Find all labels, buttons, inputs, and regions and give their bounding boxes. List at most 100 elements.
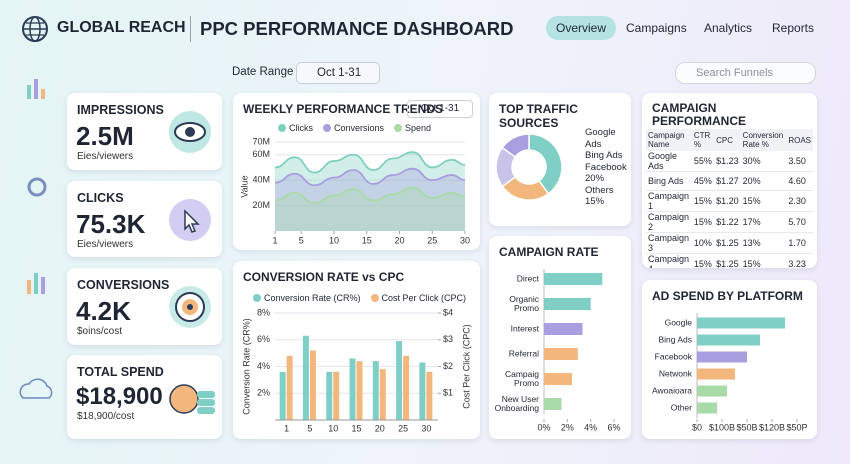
bar (286, 355, 293, 420)
sidebar-icons (19, 79, 53, 399)
table-row: Bing Ads 45% $1.27 20% 4.60 (646, 171, 813, 191)
legend-item: Spend (394, 123, 431, 133)
x-tick-label: $120B (759, 422, 785, 432)
legend-item: Conversion Rate (CR%) (253, 293, 361, 303)
legend-swatch (323, 124, 331, 132)
bar (419, 362, 426, 420)
legend-item: Clicks (278, 123, 313, 133)
table-cell: 15% (691, 190, 715, 212)
table-cell: 55% (691, 151, 715, 172)
bar (356, 361, 363, 420)
y-tick-label: 4% (257, 361, 270, 371)
bar (697, 402, 717, 414)
legend-label: Conversion Rate (CR%) (264, 293, 361, 303)
divider (190, 16, 191, 42)
bar (544, 323, 583, 335)
chart-card: 0% 2% 4% 6% CAMPAIGN RATE Direct Organic Pro… (489, 236, 631, 439)
x-tick-label: $50P (786, 422, 807, 432)
bar (544, 348, 578, 360)
kpi-icon (169, 111, 211, 153)
y-tick-label: $1 (443, 388, 453, 398)
y-tick-label: 20M (252, 200, 270, 210)
bar (372, 361, 379, 420)
date-select[interactable]: Oct 1-31 (296, 62, 380, 84)
kpi-icon (169, 199, 211, 241)
chart-title: TOP TRAFFIC SOURCES (499, 102, 578, 130)
axis-label: Value (239, 175, 249, 197)
category-label: Other (670, 402, 692, 413)
x-tick-label: 4% (584, 422, 597, 432)
legend-label: Spend (405, 123, 432, 133)
category-label: Interest (510, 323, 539, 334)
nav-tab[interactable]: Overview (546, 16, 617, 40)
kpi-icon (169, 286, 211, 328)
x-tick-label: 20 (375, 423, 385, 433)
area (275, 187, 465, 231)
kpi-card: CONVERSIONS 4.2K $oins/cost (67, 268, 222, 345)
chart-card: TOP TRAFFIC SOURCES Google Ads Bing Ads Fa… (489, 93, 631, 226)
nav-tab[interactable]: Analytics (704, 21, 753, 35)
legend-label: Facebook (585, 161, 627, 173)
y-tick-label: $3 (443, 334, 453, 344)
y-tick-label: 8% (257, 307, 270, 317)
column-header: CTR % (691, 129, 715, 151)
table-row: Campaign 2 15% $1.22 17% 5.70 (646, 211, 813, 233)
bar (544, 273, 603, 285)
x-tick-label: $0 (692, 422, 702, 432)
kpi-card: CLICKS 75.3K Eies/viewers (67, 181, 222, 257)
legend: Conversion Rate (CR%) Cost Per Click (CPC… (253, 293, 466, 303)
category-label: Netwonk (658, 368, 692, 379)
bar (697, 368, 735, 380)
metrics-table: Campaign Name CTR % CPC Conversion Rate % RO… (646, 129, 813, 268)
table-cell: $1.27 (714, 171, 741, 191)
nav-tab[interactable]: Campaigns (626, 21, 687, 35)
bar (349, 358, 356, 420)
value-label: 15% (585, 196, 605, 207)
table-cell: $1.20 (714, 190, 741, 212)
y-tick-label: $2 (443, 361, 453, 371)
nav-tab[interactable]: Reports (772, 21, 815, 35)
x-tick-label: 0% (537, 422, 550, 432)
chart-title: CAMPAIGN RATE (499, 245, 599, 259)
x-tick-label: 10 (328, 423, 338, 433)
x-tick-label: 20 (394, 235, 404, 245)
value-label: 20% (585, 173, 605, 184)
kpi-label: CONVERSIONS (77, 278, 170, 292)
x-tick-label: 25 (398, 423, 408, 433)
search-box[interactable]: Search Funnels (675, 62, 816, 84)
chart: $0 $100B $50B $120B $50P (692, 313, 808, 432)
category-label: Facebook (654, 351, 692, 362)
kpi-label: CLICKS (77, 191, 124, 205)
dropdown[interactable]: Oct 1-31 (407, 100, 473, 118)
column-header: ROAS (786, 129, 813, 151)
legend-swatch (253, 294, 261, 302)
x-tick-label: 30 (421, 423, 431, 433)
chart-card: 2% 4% 6% 8% $1 $2 $3 $4 1 5 10 15 20 25 30 Conversion R… (233, 261, 480, 439)
logo (22, 16, 48, 42)
legend: Google Ads Bing Ads Facebook 20% Others 15% (585, 127, 631, 208)
x-tick-label: 1 (284, 423, 289, 433)
legend-item: Conversions (323, 123, 384, 133)
bar (697, 317, 785, 329)
legend-label: Cost Per Click (CPC) (381, 293, 467, 303)
table-cell: 4.60 (786, 171, 813, 191)
header-row: Campaign Name CTR % CPC Conversion Rate % RO… (646, 129, 813, 151)
kpi-icon (169, 384, 215, 414)
legend-label: Google Ads (585, 127, 616, 150)
x-tick-label: 15 (362, 235, 372, 245)
x-tick-label: 10 (329, 235, 339, 245)
category-label: Direct (516, 273, 539, 284)
table-cell: 17% (740, 211, 787, 233)
chart-card: $0 $100B $50B $120B $50P AD SPEND BY PLATFOR… (642, 280, 817, 439)
y-tick-label: 60M (252, 149, 270, 159)
bar (403, 355, 410, 420)
table-cell: $1.25 (714, 253, 741, 268)
x-tick-label: 30 (460, 235, 470, 245)
table-cell: 2.30 (786, 190, 813, 212)
legend-label: Others (585, 184, 614, 196)
kpi-value: 4.2K (76, 296, 131, 326)
x-tick-label: 25 (427, 235, 437, 245)
column-header: CPC (714, 129, 741, 151)
